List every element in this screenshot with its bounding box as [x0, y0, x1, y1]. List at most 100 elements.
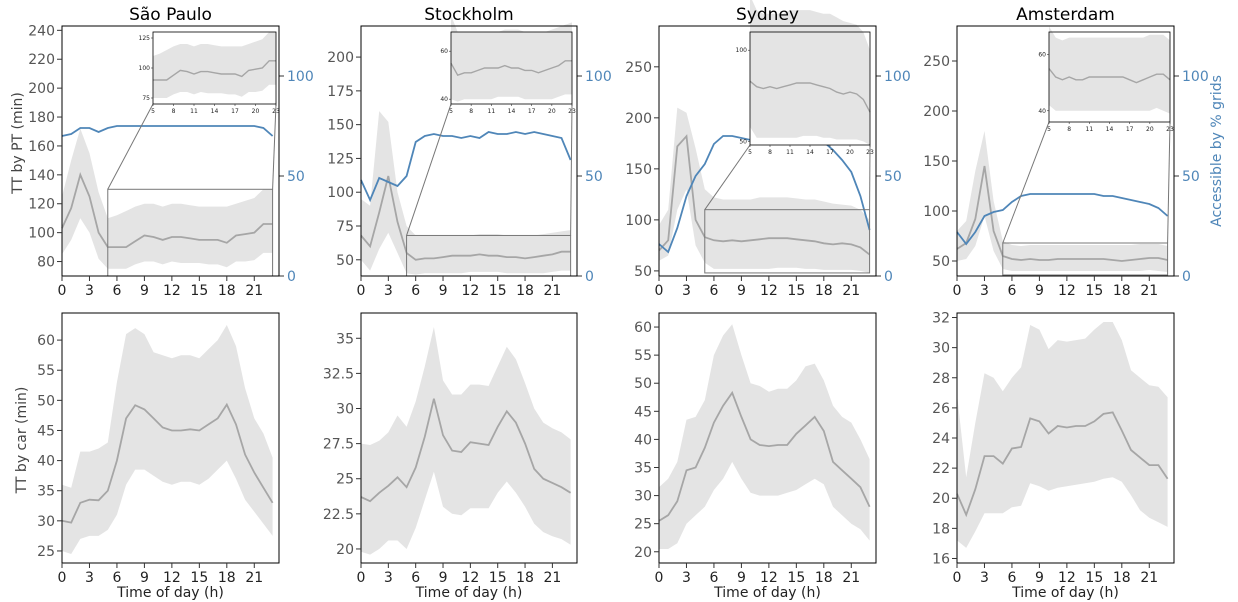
y-tick-label: 26 — [932, 401, 950, 417]
y-tick-label: 50 — [634, 376, 652, 392]
y-tick-label: 80 — [37, 255, 55, 271]
inset-x-tick-label: 8 — [768, 149, 772, 156]
y-tick-label: 22.5 — [323, 507, 354, 523]
x-tick-label: 0 — [655, 283, 664, 299]
inset-x-tick-label: 14 — [508, 108, 516, 115]
x-tick-label: 18 — [815, 283, 833, 299]
x-tick-label: 12 — [163, 283, 181, 299]
y-tick-label: 175 — [327, 84, 354, 100]
inset-median-line — [749, 80, 871, 113]
median-line — [658, 390, 871, 522]
inset: 5 8 11 14 17 20 23 75 100 125 — [139, 31, 280, 115]
x-tick-label: 3 — [980, 283, 989, 299]
y-tick-label: 250 — [923, 54, 950, 70]
x-tick-label: 12 — [461, 570, 479, 586]
zoom-connector — [107, 103, 154, 190]
median-line — [658, 134, 871, 256]
x-tick-label: 6 — [411, 570, 420, 586]
y-tick-label: 30 — [634, 489, 652, 505]
y-tick-label: 120 — [28, 197, 55, 213]
y-tick-label: 30 — [932, 341, 950, 357]
inset-y-tick-label: 60 — [1038, 52, 1046, 59]
x-tick-label: 9 — [737, 283, 746, 299]
x-tick-label: 3 — [384, 570, 393, 586]
y-tick-label: 35 — [336, 331, 354, 347]
inset-band — [750, 0, 870, 145]
x-axis-label: Time of day (h) — [713, 585, 821, 601]
x-tick-label: 12 — [760, 283, 778, 299]
x-tick-label: 21 — [842, 570, 860, 586]
y-tick-label: 150 — [923, 154, 950, 170]
y-tick-label: 100 — [625, 213, 652, 229]
y-tick-label: 180 — [28, 110, 55, 126]
x-tick-label: 15 — [190, 283, 208, 299]
panel-7: 0 3 6 9 12 15 18 21 20 25 30 35 40 45 50 55 60 Time of da… — [634, 312, 877, 601]
right-tick-label: 100 — [585, 69, 612, 85]
inset-x-tick-label: 17 — [1126, 126, 1134, 133]
inset-x-tick-label: 17 — [528, 108, 536, 115]
right-tick-label: 0 — [585, 269, 594, 285]
x-tick-label: 12 — [163, 570, 181, 586]
y-tick-label: 20 — [932, 491, 950, 507]
right-tick-label: 50 — [1182, 169, 1200, 185]
x-tick-label: 21 — [1140, 283, 1158, 299]
inset-x-tick-label: 11 — [488, 108, 496, 115]
y-tick-label: 28 — [932, 371, 950, 387]
zoom-connector — [1167, 121, 1171, 244]
right-tick-label: 50 — [884, 169, 902, 185]
inset-x-tick-label: 20 — [252, 108, 260, 115]
ylabel-pt: TT by PT (min) — [10, 92, 26, 195]
y-tick-label: 40 — [37, 454, 55, 470]
y-tick-label: 25 — [37, 544, 55, 560]
uncertainty-band — [957, 322, 1168, 548]
x-tick-label: 18 — [218, 570, 236, 586]
y-tick-label: 60 — [37, 333, 55, 349]
y-tick-label: 75 — [336, 219, 354, 235]
accessibility-line — [956, 193, 1169, 246]
inset: 5 8 11 14 17 20 23 40 60 — [1038, 26, 1174, 133]
x-tick-label: 12 — [1058, 570, 1076, 586]
y-tick-label: 60 — [634, 320, 652, 336]
x-tick-label: 6 — [411, 283, 420, 299]
x-tick-label: 3 — [85, 283, 94, 299]
uncertainty-band — [361, 111, 571, 275]
inset-x-tick-label: 8 — [1067, 126, 1071, 133]
x-tick-label: 18 — [516, 570, 534, 586]
zoom-connector — [1002, 121, 1050, 244]
y-tick-label: 150 — [327, 118, 354, 134]
median-line — [956, 165, 1168, 262]
inset-band — [451, 15, 572, 102]
x-tick-label: 15 — [787, 283, 805, 299]
x-tick-label: 6 — [112, 283, 121, 299]
zoom-region — [704, 209, 871, 274]
y-tick-label: 200 — [327, 50, 354, 66]
x-axis-label: Time of day (h) — [415, 585, 523, 601]
inset-median-line — [450, 60, 572, 77]
zoom-connector — [570, 103, 573, 236]
uncertainty-band — [62, 325, 273, 554]
inset-x-tick-label: 8 — [172, 108, 176, 115]
inset-band — [1049, 26, 1170, 114]
y-tick-label: 220 — [28, 52, 55, 68]
x-tick-label: 18 — [815, 570, 833, 586]
right-tick-label: 100 — [884, 69, 911, 85]
y-tick-label: 50 — [336, 253, 354, 269]
x-tick-label: 18 — [1113, 570, 1131, 586]
x-tick-label: 3 — [85, 570, 94, 586]
y-tick-label: 20 — [336, 542, 354, 558]
x-tick-label: 6 — [709, 283, 718, 299]
inset-x-tick-label: 20 — [846, 149, 854, 156]
x-tick-label: 12 — [461, 283, 479, 299]
inset-x-tick-label: 8 — [469, 108, 473, 115]
x-tick-label: 18 — [218, 283, 236, 299]
axes-frame — [658, 312, 877, 564]
y-tick-label: 25 — [634, 517, 652, 533]
inset-x-tick-label: 14 — [211, 108, 219, 115]
accessibility-line — [61, 125, 274, 137]
x-tick-label: 21 — [1140, 570, 1158, 586]
x-tick-label: 0 — [357, 570, 366, 586]
right-tick-label: 0 — [287, 269, 296, 285]
inset-y-tick-label: 40 — [440, 96, 448, 103]
axes-frame — [61, 25, 280, 277]
x-tick-label: 15 — [1085, 283, 1103, 299]
